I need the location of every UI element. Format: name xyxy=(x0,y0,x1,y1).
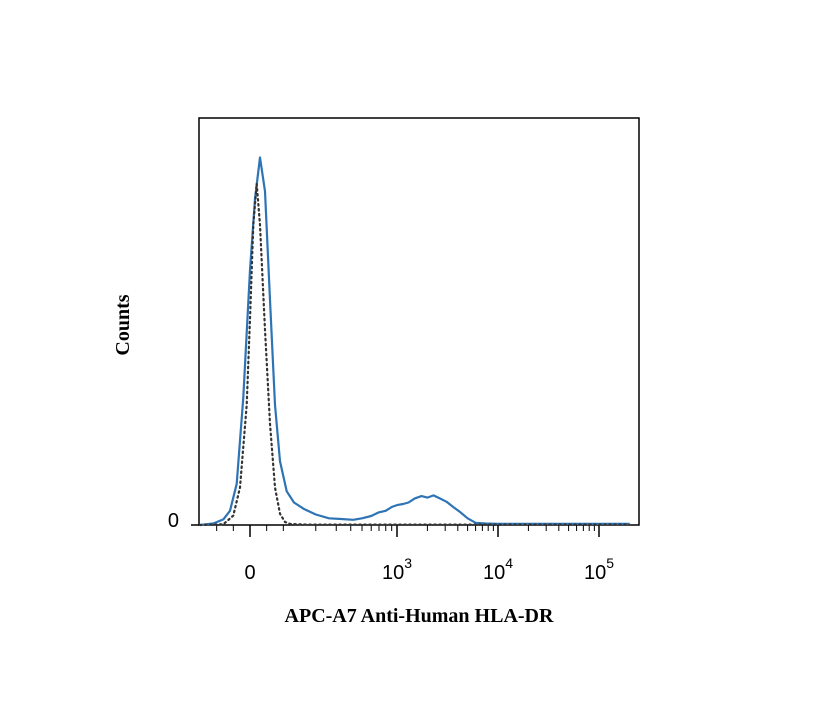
y-axis-title: Counts xyxy=(112,294,134,355)
x-tick-label-exponent: 5 xyxy=(606,555,614,571)
x-tick-label: 104 xyxy=(483,555,513,584)
x-axis-title: APC-A7 Anti-Human HLA-DR xyxy=(285,605,554,627)
x-tick-label-exponent: 4 xyxy=(505,555,513,571)
x-tick-label-base: 0 xyxy=(244,562,255,584)
plot-frame xyxy=(198,117,640,526)
x-tick-label-base: 10 xyxy=(483,562,505,584)
x-tick-label: 0 xyxy=(244,562,255,584)
y-tick-label: 0 xyxy=(168,510,179,532)
tick-marks xyxy=(191,524,600,537)
x-tick-label-base: 10 xyxy=(584,562,606,584)
x-tick-label-base: 10 xyxy=(382,562,404,584)
series-line-stained-solid xyxy=(199,156,630,527)
x-tick-label-exponent: 3 xyxy=(404,555,412,571)
series-line-control-dotted xyxy=(198,182,631,527)
x-tick-label: 103 xyxy=(382,555,412,584)
x-tick-labels: 0 103 104 105 xyxy=(244,555,614,584)
series-group xyxy=(198,156,631,527)
x-tick-label: 105 xyxy=(584,555,614,584)
y-tick-labels: 0 xyxy=(168,510,179,532)
